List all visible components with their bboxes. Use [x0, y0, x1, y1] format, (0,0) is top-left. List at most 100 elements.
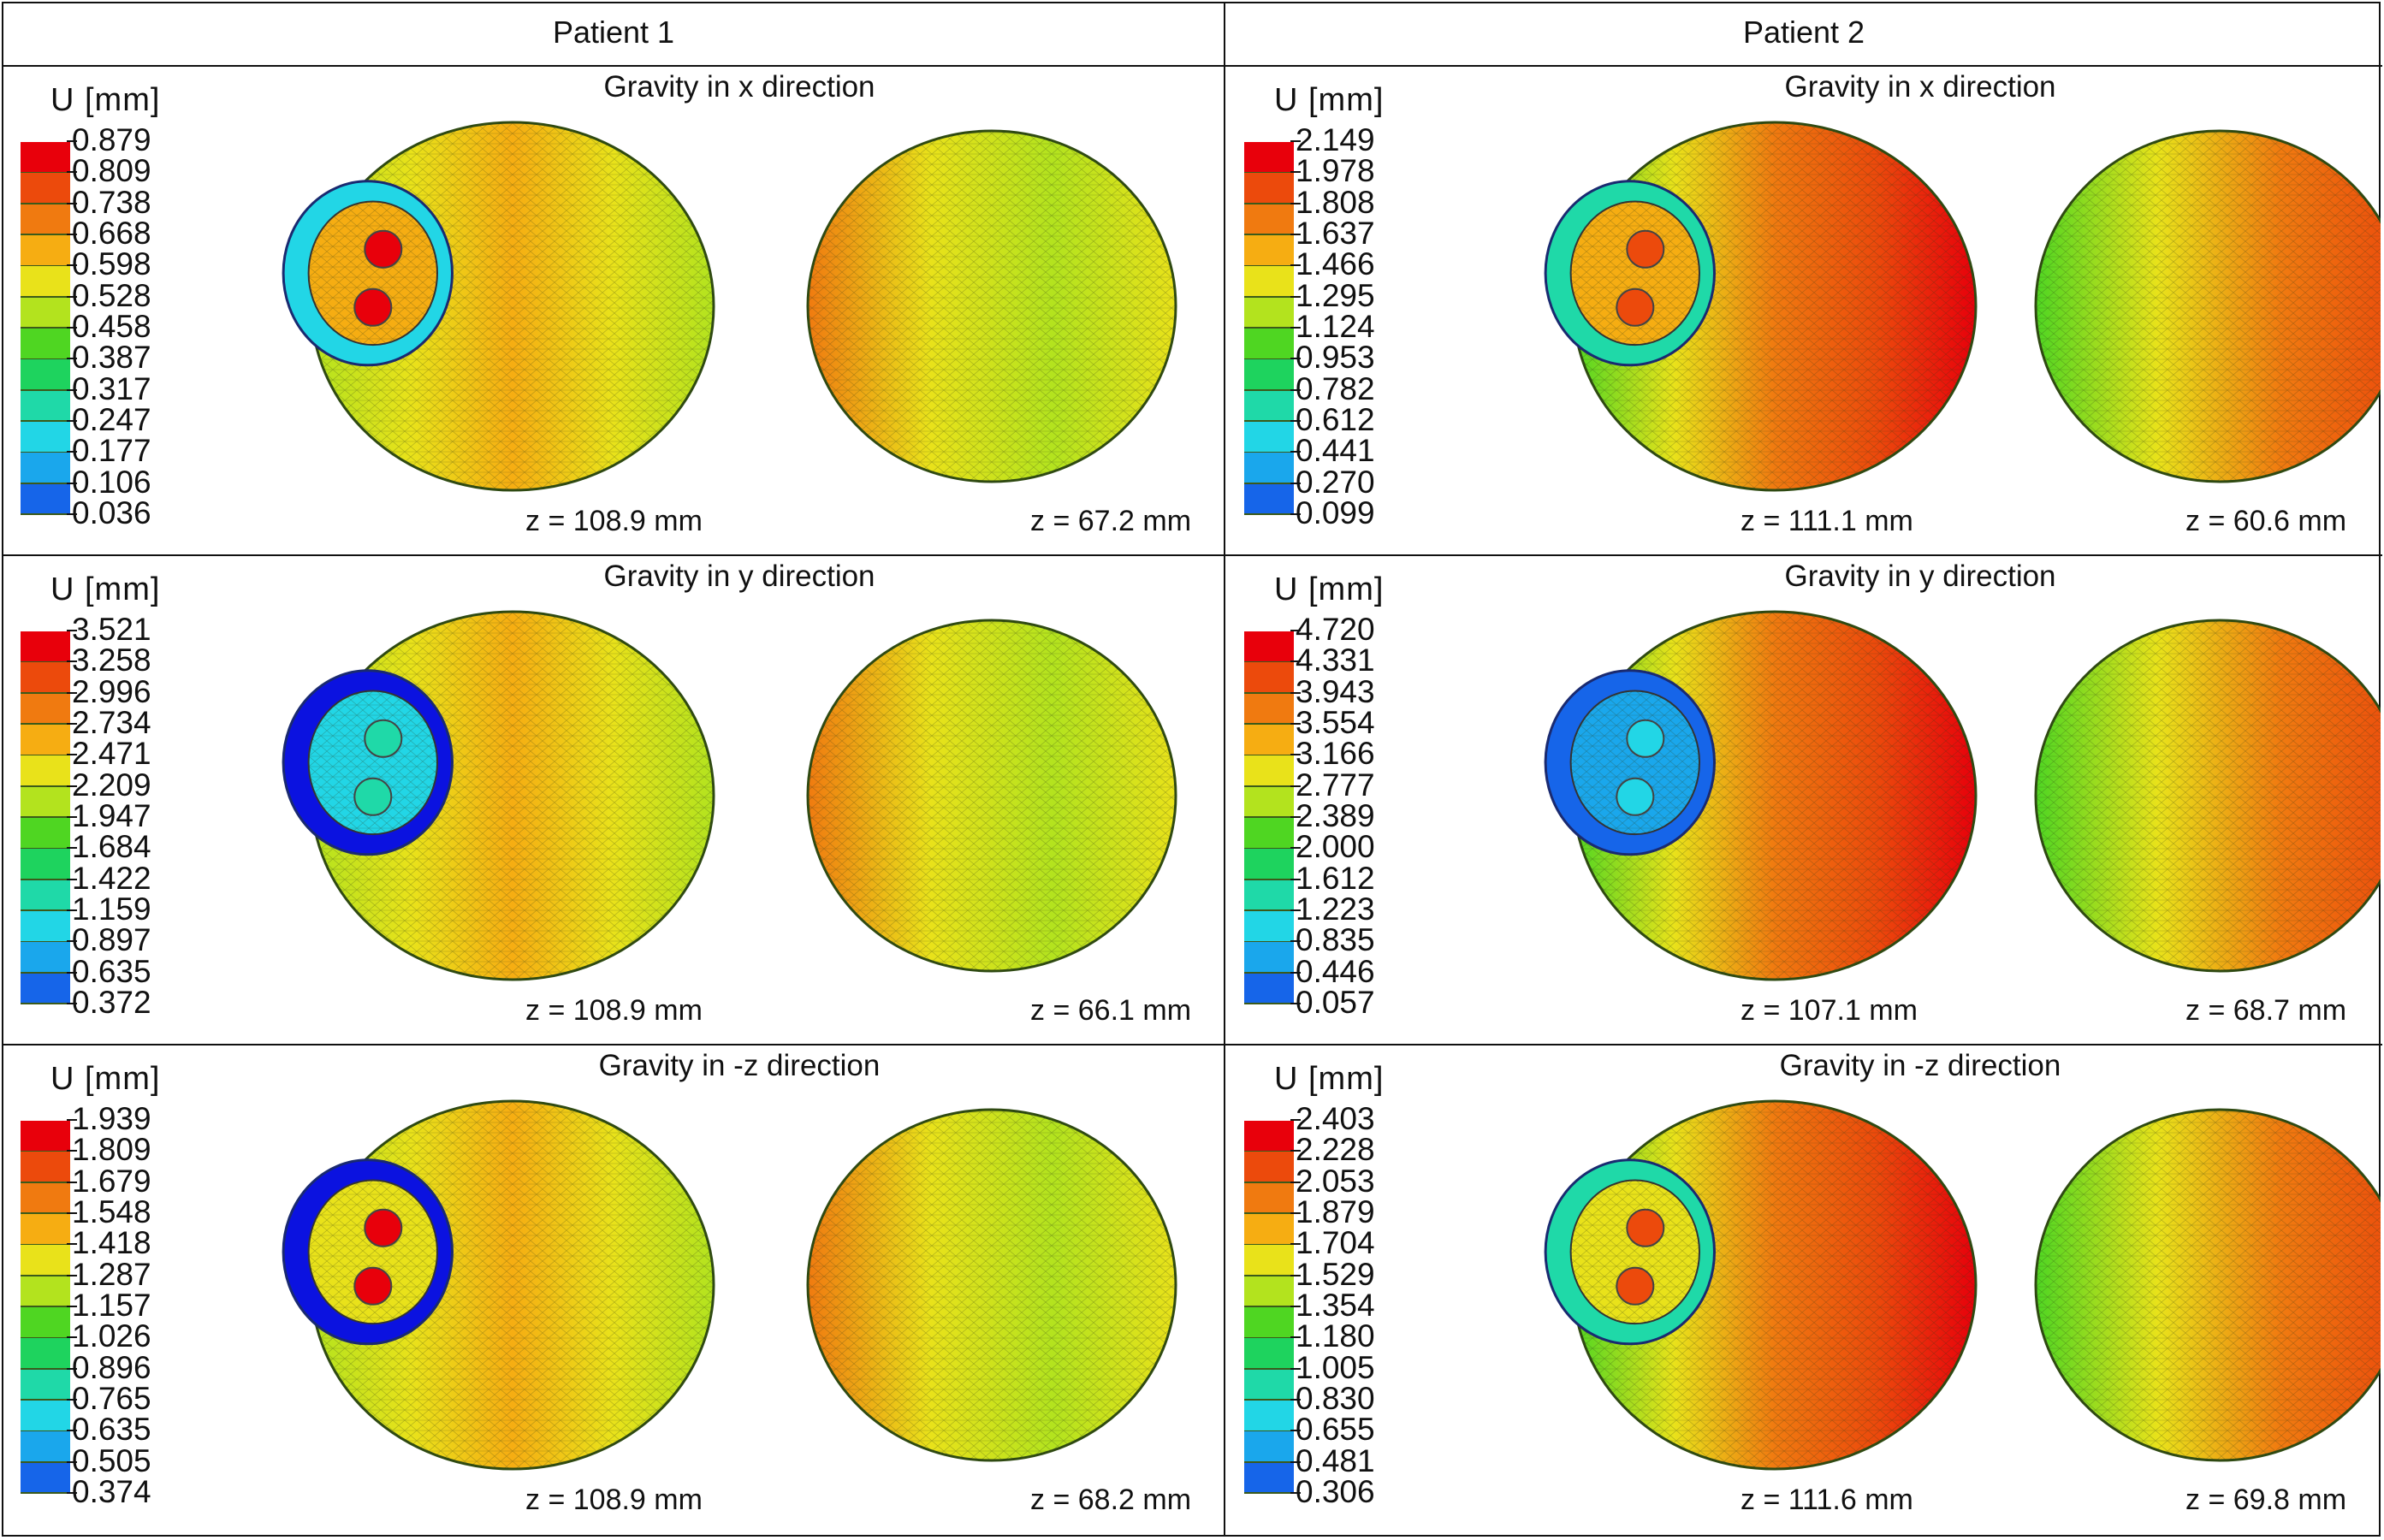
colorbar-tick-label: 1.223	[1290, 891, 1375, 927]
z-label-right: z = 68.2 mm	[1030, 1484, 1192, 1516]
model-view-inlet	[282, 121, 715, 492]
model-view-outlet	[2034, 619, 2381, 973]
grid-line	[2, 1044, 2382, 1045]
z-label-right: z = 68.7 mm	[2185, 994, 2347, 1027]
colorbar-band	[1244, 204, 1294, 236]
legend-title: U [mm]	[1274, 82, 1385, 118]
colorbar-band	[1244, 1369, 1294, 1401]
colorbar-tick-label: 0.897	[67, 922, 151, 958]
colorbar-band	[1244, 942, 1294, 974]
colorbar-band	[1244, 1307, 1294, 1339]
legend-title: U [mm]	[50, 1061, 161, 1097]
colorbar-band	[1244, 1276, 1294, 1308]
colorbar-band	[21, 329, 70, 360]
colorbar-tick-label: 0.372	[67, 985, 151, 1020]
colorbar-tick-label: 0.879	[67, 122, 151, 157]
colorbar-band	[21, 204, 70, 236]
colorbar-tick-label: 3.554	[1290, 705, 1375, 740]
colorbar-tick-label: 1.637	[1290, 216, 1375, 251]
colorbar-band	[21, 297, 70, 329]
colorbar-band	[21, 942, 70, 974]
model-view-inlet	[1544, 121, 1978, 492]
colorbar-tick-label: 1.295	[1290, 277, 1375, 313]
colorbar-band	[21, 1338, 70, 1371]
z-label-left: z = 108.9 mm	[525, 994, 703, 1027]
colorbar-band	[1244, 880, 1294, 912]
panel-patient-1-row-3: U [mm] 1.939 1.809 1.679 1.548 1.418 1.287 1.15…	[3, 1045, 1224, 1533]
colorbar-band	[21, 755, 70, 788]
z-label-right: z = 67.2 mm	[1030, 505, 1192, 537]
model-view-outlet	[806, 1108, 1177, 1462]
colorbar-band	[1244, 297, 1294, 329]
colorbar-band	[1244, 662, 1294, 695]
colorbar-tick-label: 2.053	[1290, 1163, 1375, 1199]
colorbar-tick-label: 0.830	[1290, 1381, 1375, 1416]
colorbar	[1244, 1121, 1294, 1495]
colorbar-tick-label: 1.548	[67, 1194, 151, 1229]
z-label-left: z = 111.1 mm	[1741, 505, 1913, 537]
gravity-title: Gravity in x direction	[603, 70, 875, 104]
colorbar-band	[21, 1431, 70, 1464]
colorbar-tick-label: 1.679	[67, 1163, 151, 1199]
colorbar-band	[21, 631, 70, 663]
colorbar-tick-label: 0.598	[67, 246, 151, 282]
panel-patient-2-row-2: U [mm] 4.720 4.331 3.943 3.554 3.166 2.777 2.38…	[1227, 556, 2381, 1044]
colorbar-tick-label: 0.177	[67, 433, 151, 469]
colorbar-tick-label: 1.879	[1290, 1194, 1375, 1229]
colorbar-band	[21, 1401, 70, 1432]
colorbar-tick-label: 3.166	[1290, 736, 1375, 772]
colorbar-tick-label: 1.808	[1290, 184, 1375, 220]
colorbar-tick-label: 2.777	[1290, 767, 1375, 803]
colorbar-tick-label: 1.354	[1290, 1288, 1375, 1323]
colorbar-tick-label: 1.422	[67, 860, 151, 896]
z-label-right: z = 66.1 mm	[1030, 994, 1192, 1027]
colorbar-tick-label: 3.521	[67, 612, 151, 647]
colorbar-tick-label: 0.458	[67, 309, 151, 344]
column-title-patient-2: Patient 2	[1742, 15, 1865, 50]
z-label-left: z = 107.1 mm	[1741, 994, 1918, 1027]
gravity-title: Gravity in -z direction	[1779, 1049, 2061, 1082]
colorbar-band	[21, 911, 70, 943]
model-view-inlet	[282, 610, 715, 981]
grid-line	[2, 554, 2382, 556]
colorbar-tick-label: 3.258	[67, 643, 151, 678]
model-view-outlet	[2034, 1108, 2381, 1462]
colorbar-tick-label: 1.529	[1290, 1256, 1375, 1292]
model-view-inlet	[1544, 610, 1978, 981]
colorbar-tick-label: 0.057	[1290, 985, 1375, 1020]
colorbar-band	[21, 142, 70, 174]
colorbar-tick-label: 0.782	[1290, 370, 1375, 406]
model-view-outlet	[806, 619, 1177, 973]
colorbar-band	[21, 1182, 70, 1215]
colorbar	[21, 142, 70, 516]
colorbar-band	[21, 880, 70, 912]
colorbar-tick-label: 1.180	[1290, 1318, 1375, 1354]
colorbar-band	[1244, 235, 1294, 267]
colorbar-tick-label: 1.978	[1290, 153, 1375, 189]
colorbar-tick-label: 0.953	[1290, 340, 1375, 376]
colorbar-band	[1244, 693, 1294, 726]
colorbar-band	[1244, 1152, 1294, 1184]
colorbar-tick-label: 2.228	[1290, 1132, 1375, 1168]
colorbar-tick-label: 0.306	[1290, 1474, 1375, 1509]
colorbar-tick-label: 0.505	[67, 1442, 151, 1478]
colorbar-band	[1244, 142, 1294, 174]
colorbar-tick-label: 0.317	[67, 370, 151, 406]
colorbar-tick-label: 0.099	[1290, 495, 1375, 530]
z-label-left: z = 108.9 mm	[525, 505, 703, 537]
model-views	[282, 1099, 1177, 1471]
z-label-right: z = 69.8 mm	[2185, 1484, 2347, 1516]
legend-title: U [mm]	[1274, 572, 1385, 607]
colorbar-band	[21, 1245, 70, 1277]
colorbar-tick-label: 0.668	[67, 216, 151, 251]
colorbar-band	[1244, 1431, 1294, 1464]
colorbar-tick-label: 0.765	[67, 1381, 151, 1416]
colorbar-band	[1244, 1338, 1294, 1371]
colorbar-tick-label: 0.738	[67, 184, 151, 220]
colorbar-band	[1244, 1462, 1294, 1495]
colorbar-tick-label: 1.005	[1290, 1349, 1375, 1385]
colorbar-band	[1244, 631, 1294, 663]
colorbar-tick-label: 2.389	[1290, 798, 1375, 833]
colorbar-band	[21, 818, 70, 850]
colorbar-tick-label: 0.036	[67, 495, 151, 530]
